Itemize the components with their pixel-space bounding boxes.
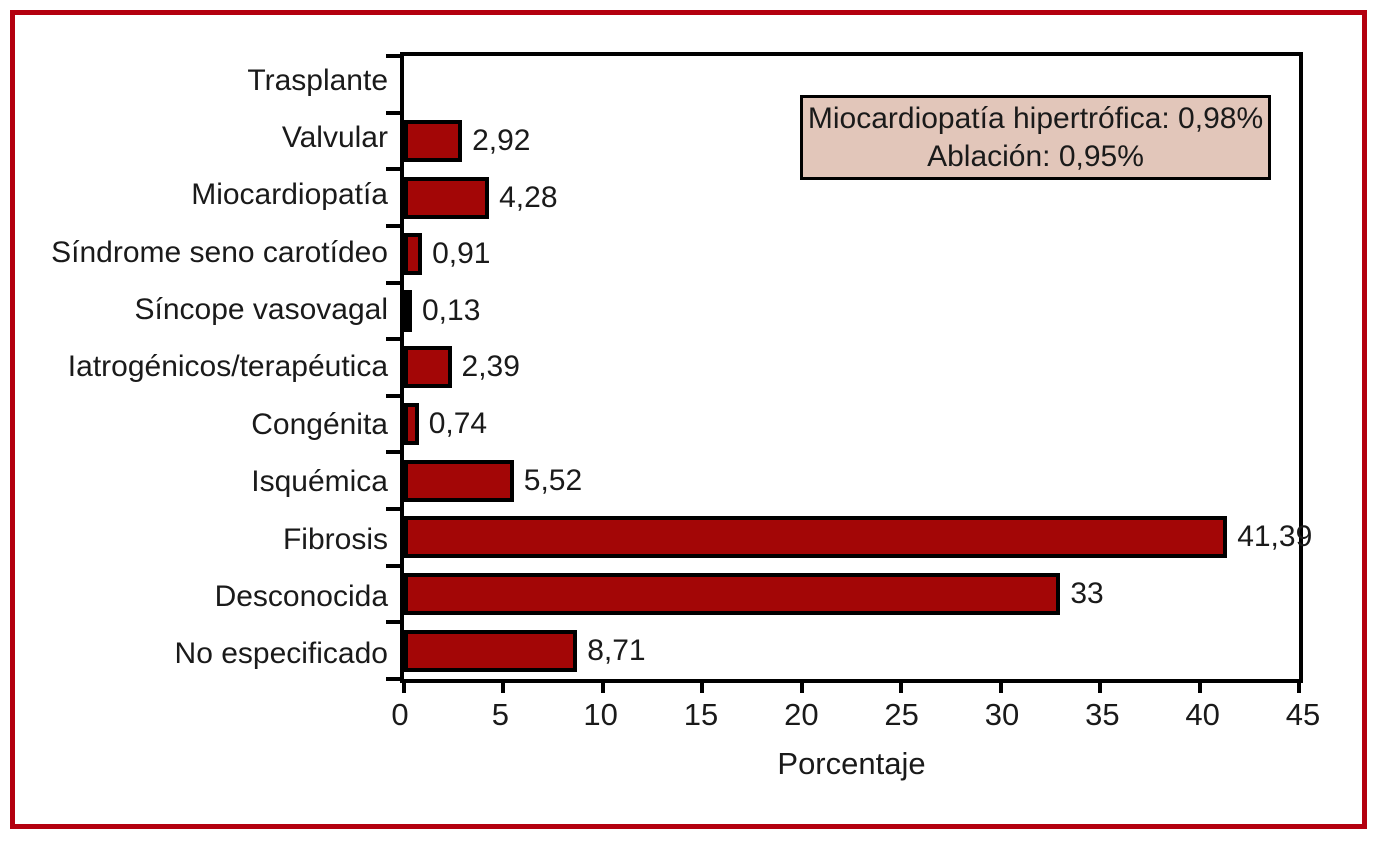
bar — [404, 233, 423, 276]
bar — [404, 629, 578, 672]
bar-value-label: 5,52 — [523, 463, 583, 497]
x-axis-tick — [998, 679, 1003, 693]
category-label: Miocardiopatía — [191, 178, 388, 212]
bar — [404, 176, 490, 219]
x-axis-tick-label: 10 — [583, 697, 618, 732]
x-axis-tick — [799, 679, 804, 693]
bar-value-label: 0,91 — [432, 237, 491, 271]
category-label: Iatrogénicos/terapéutica — [67, 350, 388, 384]
bar-row: 8,71 — [404, 622, 1299, 679]
y-axis-tick — [386, 54, 400, 58]
y-axis-tick — [386, 677, 400, 681]
annotation-box: Miocardiopatía hipertrófica: 0,98% Ablac… — [800, 95, 1271, 180]
x-axis-tick-label: 45 — [1285, 697, 1321, 732]
x-axis-tick-label: 0 — [391, 697, 409, 732]
bar-row: 0,91 — [404, 226, 1299, 283]
bar-row: 4,28 — [404, 169, 1299, 226]
bar — [404, 516, 1228, 559]
x-axis-tick — [1197, 679, 1202, 693]
category-label: Isquémica — [251, 465, 388, 499]
x-axis-tick-label: 35 — [1085, 697, 1120, 732]
x-axis-tick — [1297, 679, 1301, 693]
bar-value-label: 0,13 — [422, 293, 481, 327]
category-label: Fibrosis — [282, 522, 388, 556]
bar-value-label: 33 — [1070, 577, 1104, 611]
category-label: Síndrome seno carotídeo — [51, 235, 388, 269]
bar — [404, 573, 1061, 616]
y-axis-tick — [386, 563, 400, 568]
y-axis-tick — [386, 167, 400, 172]
bar — [404, 289, 412, 332]
x-axis-tick-label: 25 — [884, 697, 919, 732]
annotation-line-2: Ablación: 0,95% — [927, 139, 1144, 173]
bar-row: 33 — [404, 566, 1299, 623]
bar-row: 2,92 — [404, 113, 1299, 170]
y-axis-tick — [386, 393, 400, 398]
bar-value-label: 4,28 — [499, 180, 558, 214]
bar-row: 5,52 — [404, 452, 1299, 509]
x-axis-label: Porcentaje — [777, 746, 926, 781]
category-label: Síncope vasovagal — [134, 293, 388, 327]
category-label: No especificado — [174, 637, 388, 671]
y-axis-tick — [386, 280, 400, 285]
category-labels: Trasplante Valvular Miocardiopatía Síndrome… — [20, 52, 388, 683]
y-axis-tick — [386, 337, 400, 342]
x-axis-tick — [600, 679, 605, 693]
bar-value-label: 2,92 — [472, 123, 531, 157]
x-axis-tick-label: 20 — [784, 697, 819, 732]
y-axis-tick — [386, 223, 400, 228]
x-axis-tick-label: 5 — [491, 697, 509, 732]
x-axis-tick — [1098, 679, 1103, 693]
y-axis-tick — [386, 110, 400, 115]
x-axis-tick — [501, 679, 506, 693]
category-label: Trasplante — [247, 63, 388, 97]
bar-row: 0,13 — [404, 283, 1299, 340]
bar — [404, 346, 452, 389]
category-label: Congénita — [251, 407, 388, 441]
y-axis-tick — [386, 450, 400, 455]
bar — [404, 459, 514, 502]
category-label: Desconocida — [214, 579, 388, 613]
x-axis-tick — [700, 679, 705, 693]
bar — [404, 403, 419, 446]
category-label: Valvular — [281, 121, 388, 155]
bar-row: 2,39 — [404, 339, 1299, 396]
bar-value-label: 2,39 — [461, 350, 520, 384]
x-axis-tick-label: 30 — [984, 697, 1020, 732]
x-axis-tick-label: 15 — [683, 697, 719, 732]
x-axis-tick-label: 40 — [1185, 697, 1220, 732]
bar-value-label: 8,71 — [587, 633, 646, 667]
bar-value-label: 41,39 — [1237, 520, 1313, 554]
bar-row: 41,39 — [404, 509, 1312, 566]
bar-value-label: 0,74 — [428, 407, 488, 441]
y-axis-tick — [386, 507, 400, 512]
x-axis-tick — [899, 679, 904, 693]
x-axis-tick-labels: 0 5 10 15 20 25 30 35 40 45 — [391, 697, 1320, 732]
bar — [404, 119, 463, 162]
x-axis-tick — [402, 679, 406, 693]
bar-row: 0,74 — [404, 396, 1299, 453]
y-axis-tick — [386, 620, 400, 625]
annotation-line-1: Miocardiopatía hipertrófica: 0,98% — [807, 101, 1264, 135]
